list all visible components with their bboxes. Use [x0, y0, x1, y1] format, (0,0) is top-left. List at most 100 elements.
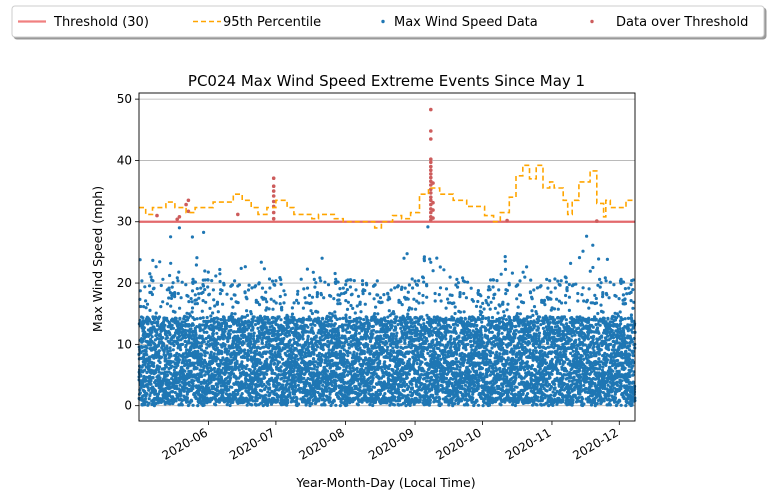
wind-speed-point [293, 385, 298, 389]
wind-speed-point [260, 355, 264, 359]
wind-speed-point [208, 306, 212, 310]
wind-speed-point [184, 283, 188, 287]
wind-speed-point [383, 392, 387, 396]
wind-speed-point [274, 301, 278, 305]
wind-speed-point [345, 288, 349, 292]
wind-speed-point [178, 317, 182, 321]
wind-speed-point [361, 282, 365, 287]
wind-speed-point [195, 344, 199, 348]
wind-speed-point [276, 375, 280, 379]
wind-speed-point [158, 260, 162, 264]
wind-speed-point [326, 283, 331, 287]
wind-speed-point [295, 323, 299, 327]
wind-speed-point [185, 348, 189, 352]
wind-speed-point [206, 397, 210, 401]
wind-speed-point [318, 363, 323, 367]
wind-speed-point [359, 310, 363, 314]
wind-speed-point [149, 382, 153, 386]
wind-speed-point [221, 337, 225, 341]
wind-speed-point [282, 289, 286, 293]
wind-speed-point [150, 330, 154, 334]
wind-speed-point [334, 384, 338, 388]
wind-speed-point [197, 292, 201, 296]
wind-speed-point [149, 343, 153, 347]
wind-speed-point [270, 368, 275, 373]
wind-speed-point [394, 319, 398, 323]
wind-speed-point [376, 312, 380, 316]
wind-speed-point [147, 397, 151, 401]
wind-speed-point [245, 313, 250, 317]
wind-speed-point [226, 339, 230, 343]
wind-speed-point [292, 301, 296, 305]
wind-speed-point [364, 366, 368, 370]
wind-speed-point [218, 267, 222, 272]
wind-speed-point [277, 315, 281, 319]
wind-speed-point [148, 272, 152, 276]
data-points [137, 225, 637, 408]
wind-speed-point [341, 378, 345, 382]
wind-speed-point [402, 256, 406, 260]
wind-speed-point [191, 384, 196, 388]
wind-speed-point [312, 352, 316, 356]
wind-speed-point [161, 277, 165, 281]
wind-speed-point [199, 364, 203, 368]
wind-speed-point [224, 370, 228, 374]
wind-speed-point [194, 298, 198, 302]
wind-speed-point [171, 348, 175, 352]
wind-speed-point [190, 289, 195, 293]
wind-speed-point [301, 337, 305, 341]
wind-speed-point [329, 294, 333, 298]
wind-speed-point [146, 383, 150, 387]
wind-speed-point [327, 348, 331, 352]
wind-speed-point [345, 403, 349, 407]
wind-speed-point [368, 292, 372, 296]
wind-speed-point [186, 316, 190, 320]
wind-speed-point [218, 279, 222, 284]
wind-speed-point [392, 403, 396, 407]
wind-speed-point [406, 290, 410, 294]
wind-speed-point [205, 346, 209, 350]
wind-speed-point [389, 353, 393, 357]
wind-speed-point [382, 293, 386, 297]
wind-speed-point [148, 394, 152, 398]
wind-speed-point [170, 377, 174, 381]
wind-speed-point [402, 380, 407, 384]
wind-speed-point [203, 373, 207, 377]
wind-speed-point [330, 383, 334, 387]
wind-speed-point [362, 351, 366, 356]
wind-speed-point [192, 337, 196, 341]
wind-speed-point [211, 332, 215, 336]
wind-speed-point [246, 349, 250, 353]
wind-speed-point [264, 385, 268, 389]
wind-speed-point [209, 338, 213, 342]
wind-speed-point [250, 286, 254, 290]
wind-speed-point [278, 294, 282, 299]
wind-speed-point [141, 381, 145, 385]
wind-speed-point [354, 329, 358, 333]
wind-speed-point [263, 322, 267, 326]
wind-speed-point [213, 304, 217, 308]
wind-speed-point [148, 357, 152, 362]
wind-speed-point [280, 305, 284, 309]
wind-speed-point [265, 300, 269, 304]
wind-speed-point [154, 334, 158, 338]
wind-speed-point [179, 296, 183, 300]
wind-speed-point [337, 298, 341, 302]
wind-speed-point [198, 329, 202, 333]
wind-speed-point [386, 292, 390, 296]
wind-speed-point [231, 305, 235, 309]
wind-speed-point [168, 346, 172, 350]
wind-speed-point [220, 327, 224, 331]
wind-speed-point [366, 329, 370, 333]
wind-speed-point [203, 349, 207, 353]
wind-speed-point [315, 291, 319, 295]
wind-speed-point [310, 295, 315, 299]
wind-speed-point [201, 284, 206, 288]
wind-speed-point [177, 358, 181, 362]
wind-speed-point [353, 311, 357, 315]
wind-speed-point [183, 369, 187, 373]
wind-speed-point [143, 285, 147, 289]
wind-speed-point [195, 302, 199, 306]
wind-speed-point [373, 283, 377, 287]
wind-speed-point [407, 385, 411, 389]
